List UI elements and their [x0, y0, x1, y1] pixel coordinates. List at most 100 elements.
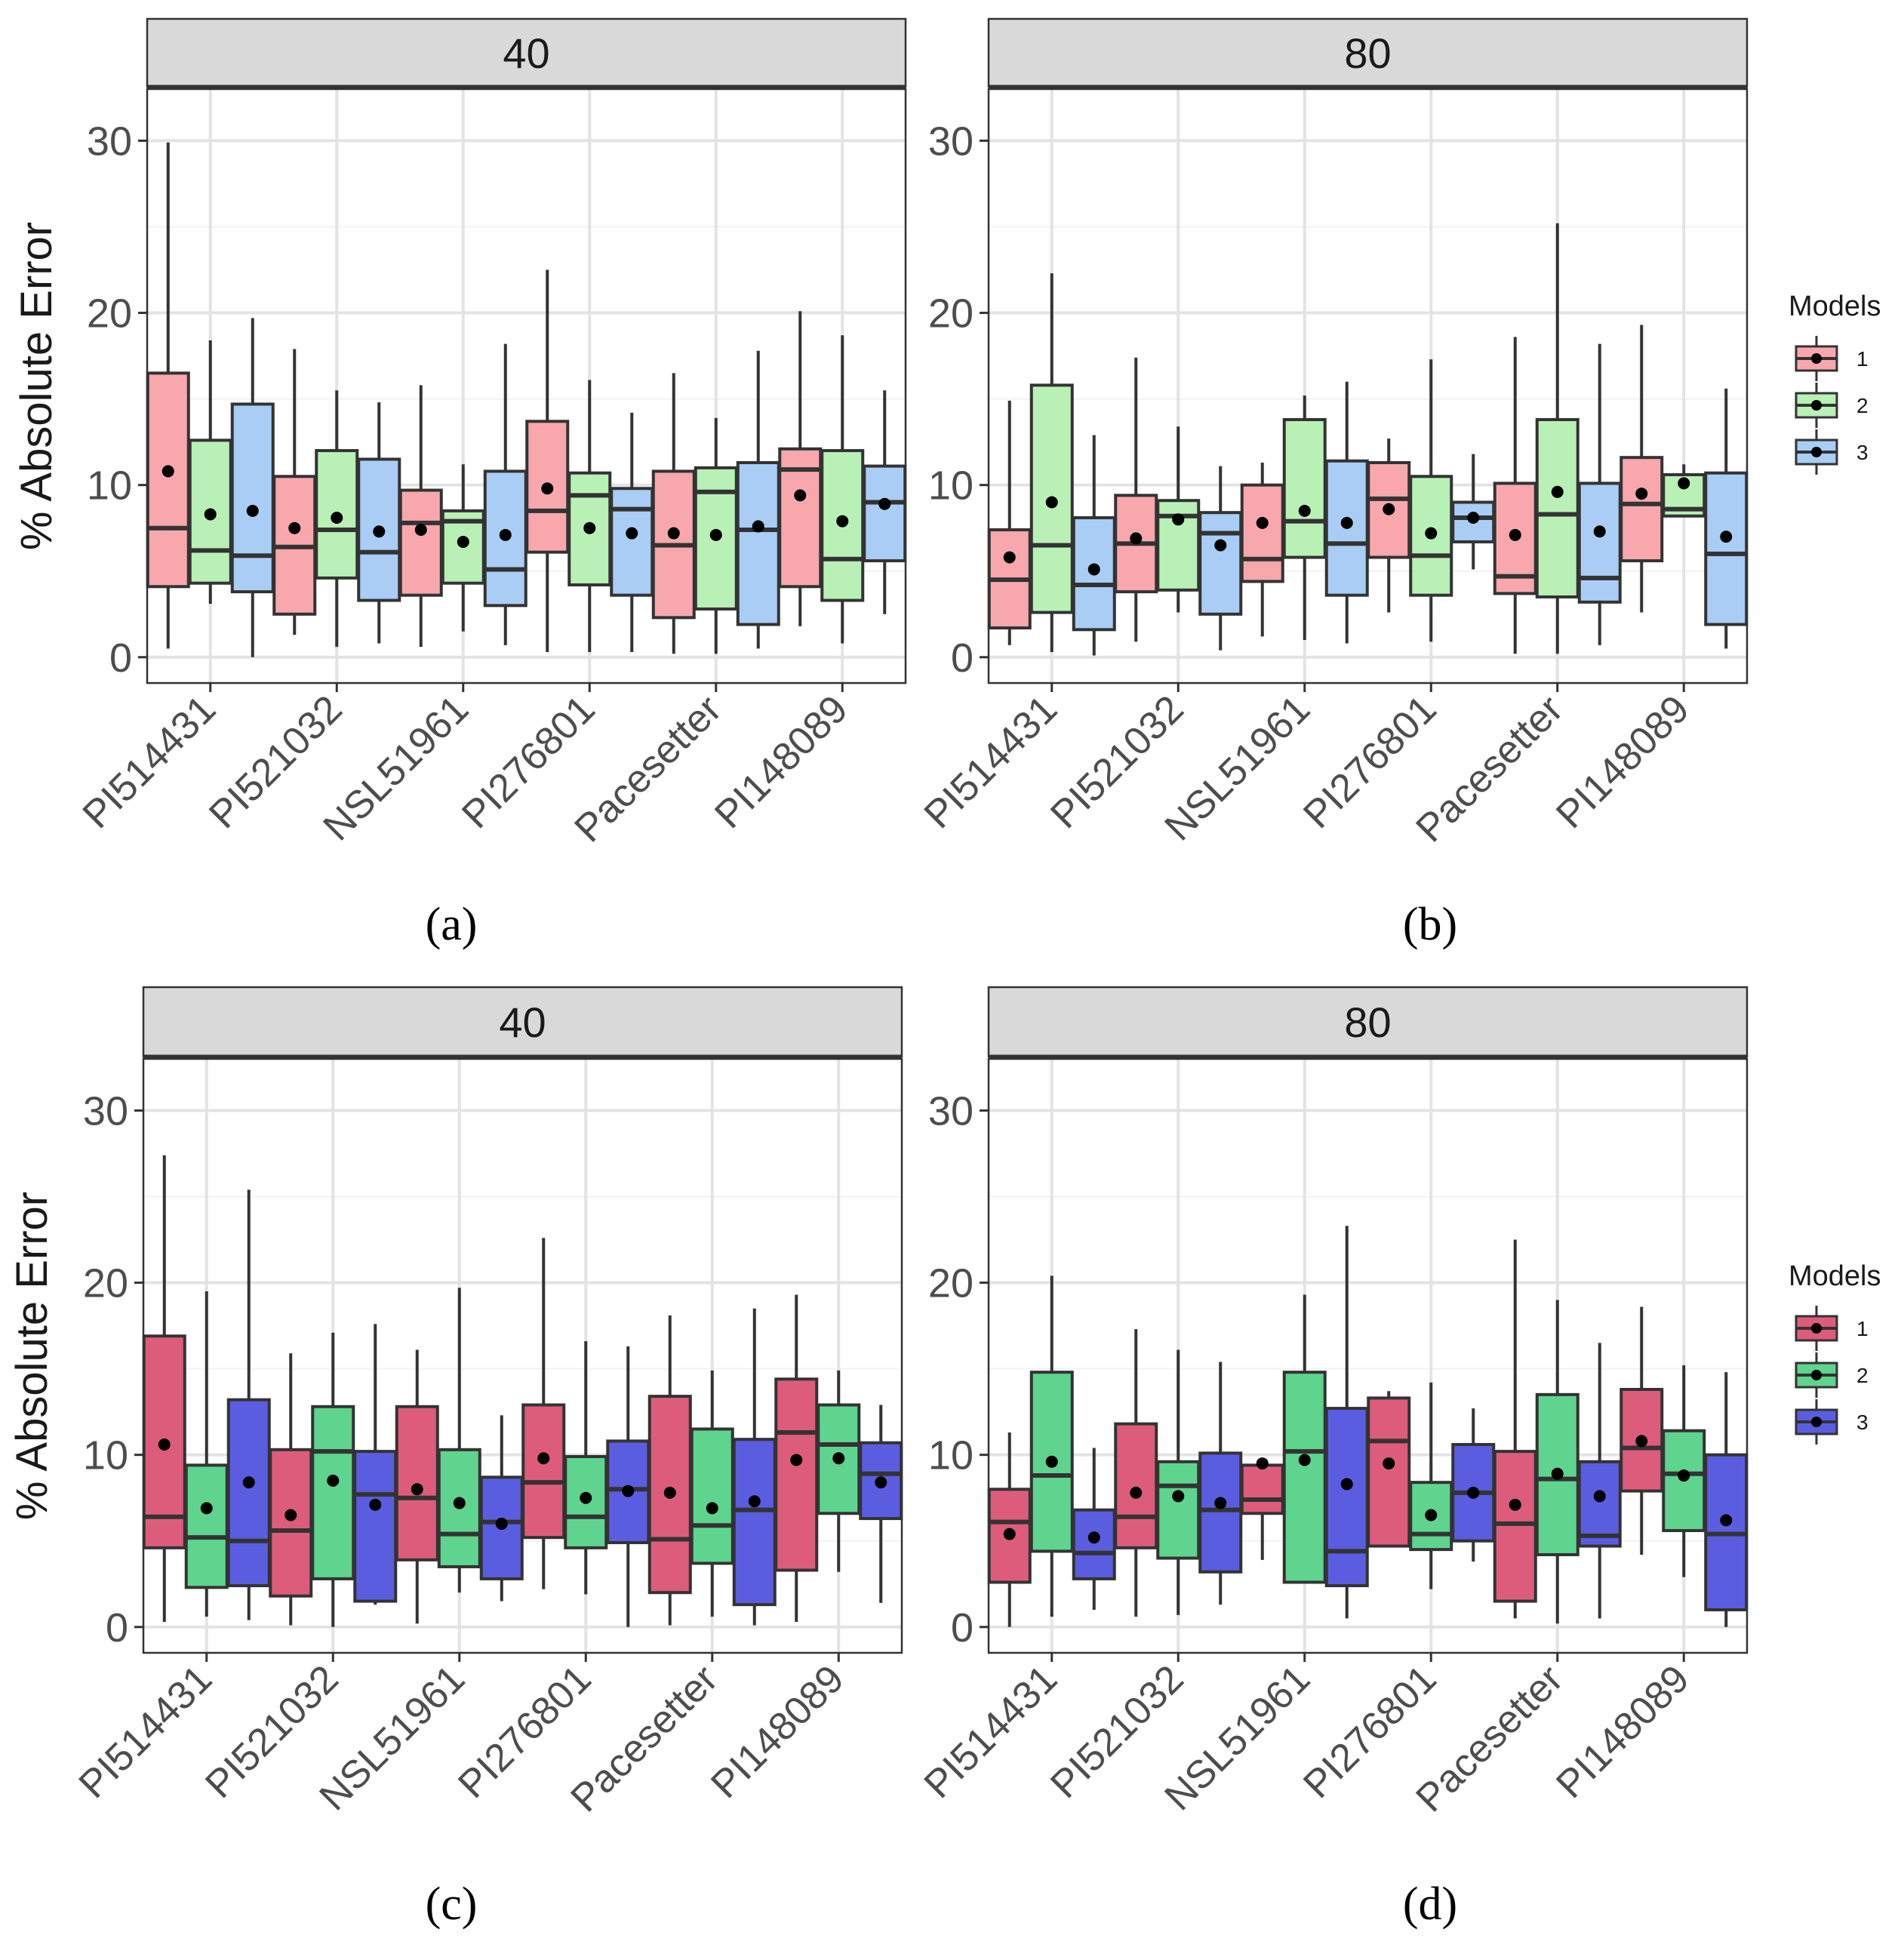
x-axis: PI514431PI521032NSL51961PI276801Pacesett… [916, 1653, 1698, 1820]
mean-point [1130, 1486, 1143, 1499]
box-body [1282, 417, 1327, 559]
mean-point [709, 528, 722, 541]
y-axis-title: % Absolute Error [8, 1192, 57, 1520]
box-PI276801-model-3 [1451, 454, 1496, 570]
mean-point [1003, 1528, 1016, 1540]
box-body [863, 464, 907, 563]
y-tick-label: 0 [109, 635, 132, 681]
y-tick-label: 0 [951, 1605, 974, 1651]
series-1 [987, 1239, 1664, 1627]
mean-point [832, 1452, 845, 1465]
legend-title: Models [1789, 1260, 1881, 1292]
y-tick-label: 20 [87, 291, 132, 337]
mean-point [453, 1497, 466, 1509]
mean-point [200, 1502, 213, 1515]
box-body [1072, 1508, 1116, 1580]
mean-point [246, 504, 259, 517]
box-body [269, 1448, 313, 1598]
mean-point [878, 497, 891, 510]
mean-point [622, 1485, 635, 1497]
mean-point [663, 1486, 676, 1499]
series-2 [1029, 1275, 1706, 1624]
x-tick-label: PI514431 [916, 1657, 1066, 1806]
panel-label: (b) [1403, 899, 1457, 950]
box-body [1704, 471, 1749, 626]
series-1 [146, 142, 823, 654]
box-NSL51961-model-1 [395, 1349, 439, 1624]
series-1 [142, 1155, 819, 1626]
box-body [1409, 1481, 1453, 1552]
box-PI521032-model-3 [1198, 1362, 1243, 1605]
box-PI276801-model-3 [1451, 1408, 1496, 1562]
box-body [1282, 1371, 1327, 1584]
box-body [1367, 1396, 1411, 1548]
box-Pacesetter-model-1 [1493, 1239, 1537, 1619]
box-PI276801-model-2 [1409, 1382, 1453, 1589]
mean-point [790, 1454, 803, 1466]
mean-point [748, 1495, 761, 1508]
mean-point [1509, 528, 1521, 541]
y-axis: 0 10 20 30 [928, 1088, 989, 1651]
mean-point [1130, 532, 1143, 545]
facet-title: 40 [499, 998, 546, 1046]
y-axis: 0 10 20 30 [87, 118, 147, 681]
mean-point [1635, 488, 1648, 500]
x-axis: PI514431PI521032NSL51961PI276801Pacesett… [71, 1653, 853, 1820]
mean-point [1045, 496, 1058, 509]
box-NSL51961-model-1 [1240, 463, 1284, 637]
x-tick-label: PI148089 [1548, 687, 1697, 836]
box-body [1577, 482, 1622, 604]
box-PI148089-model-3 [863, 390, 907, 614]
box-body [1114, 1422, 1158, 1549]
box-Pacesetter-model-1 [1493, 337, 1537, 654]
box-body [1198, 1451, 1243, 1574]
box-PI521032-model-2 [315, 390, 359, 648]
x-tick-label: PI148089 [703, 1657, 852, 1806]
x-tick-label: PI148089 [706, 687, 856, 836]
panel-border [142, 1057, 903, 1654]
box-body [774, 1377, 819, 1572]
box-PI521032-model-2 [1156, 426, 1201, 613]
box-Pacesetter-model-2 [1535, 223, 1579, 654]
x-tick-label: PI514431 [916, 687, 1066, 836]
mean-point [1298, 504, 1311, 517]
panel-label: (c) [426, 1878, 478, 1930]
box-body [398, 488, 443, 597]
series-3 [1072, 1226, 1749, 1627]
mean-point [1425, 527, 1438, 540]
mean-point [411, 1483, 423, 1496]
box-NSL51961-model-1 [398, 385, 443, 648]
mean-point [1509, 1498, 1521, 1511]
mean-point [1340, 1478, 1353, 1491]
mean-point [1087, 1531, 1100, 1544]
mean-point [626, 527, 638, 540]
box-body [1240, 1463, 1284, 1515]
box-NSL51961-model-1 [1240, 1457, 1284, 1560]
legend-label: 1 [1856, 1317, 1869, 1340]
facet-strip [987, 986, 1749, 1058]
box-PI514431-model-3 [226, 1189, 271, 1620]
box-PI148089-model-2 [820, 335, 865, 644]
box-Pacesetter-model-1 [647, 1315, 692, 1626]
y-tick-label: 30 [83, 1088, 128, 1134]
box-Pacesetter-model-3 [1577, 343, 1622, 645]
mean-point [667, 527, 680, 540]
series-3 [226, 1189, 903, 1627]
box-PI148089-model-1 [774, 1294, 819, 1622]
box-PI148089-model-3 [859, 1405, 903, 1603]
mean-point [1383, 1457, 1395, 1470]
box-PI276801-model-3 [610, 412, 654, 652]
mean-point [369, 1498, 382, 1511]
box-PI276801-model-1 [1367, 1391, 1411, 1548]
series-2 [188, 335, 865, 654]
box-body [184, 1463, 229, 1589]
mean-point [836, 515, 849, 528]
box-PI514431-model-2 [184, 1291, 229, 1617]
y-tick-label: 20 [928, 291, 974, 337]
mean-point [1551, 485, 1564, 498]
y-tick-label: 20 [928, 1261, 974, 1306]
box-body [736, 461, 780, 626]
box-Pacesetter-model-3 [1577, 1343, 1622, 1619]
box-PI514431-model-3 [230, 318, 275, 657]
